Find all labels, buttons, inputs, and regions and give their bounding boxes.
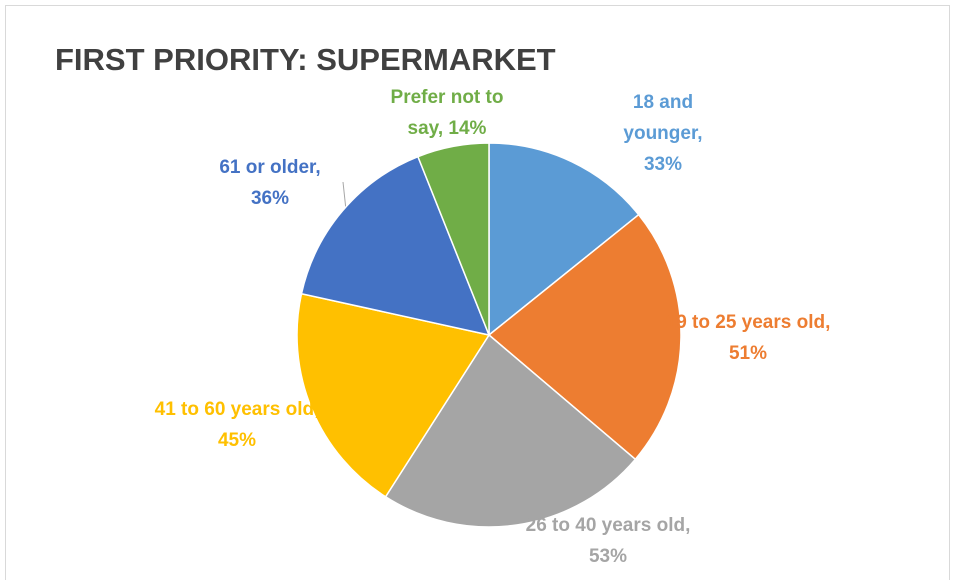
data-label: 18 and younger, 33% xyxy=(623,92,702,175)
label-line: 19 to 25 years old, xyxy=(666,312,831,333)
label-line: 53% xyxy=(589,546,627,567)
label-line: 18 and xyxy=(633,92,693,113)
label-line: say, 14% xyxy=(408,118,487,139)
label-line: 45% xyxy=(218,430,256,451)
pie-slice xyxy=(416,142,490,336)
data-label: Prefer not to say, 14% xyxy=(391,87,504,139)
pie-slice xyxy=(296,292,491,498)
label-line: younger, xyxy=(623,123,702,144)
label-line: 33% xyxy=(644,154,682,175)
pie-slice xyxy=(488,142,640,337)
pie-slice xyxy=(384,333,637,528)
data-label: 61 or older, 36% xyxy=(219,157,320,209)
label-line: 41 to 60 years old, xyxy=(155,399,320,420)
chart-title: FIRST PRIORITY: SUPERMARKET xyxy=(55,42,556,77)
pie-slice xyxy=(300,155,491,337)
data-label: 26 to 40 years old, 53% xyxy=(526,515,691,567)
label-line: Prefer not to xyxy=(391,87,504,108)
data-label: 41 to 60 years old, 45% xyxy=(155,399,320,451)
pie-slice xyxy=(487,213,682,461)
data-label: 19 to 25 years old, 51% xyxy=(666,312,831,364)
label-line: 36% xyxy=(251,188,289,209)
label-line: 51% xyxy=(729,343,767,364)
leader-line xyxy=(342,181,347,211)
label-line: 61 or older, xyxy=(219,157,320,178)
label-line: 26 to 40 years old, xyxy=(526,515,691,536)
